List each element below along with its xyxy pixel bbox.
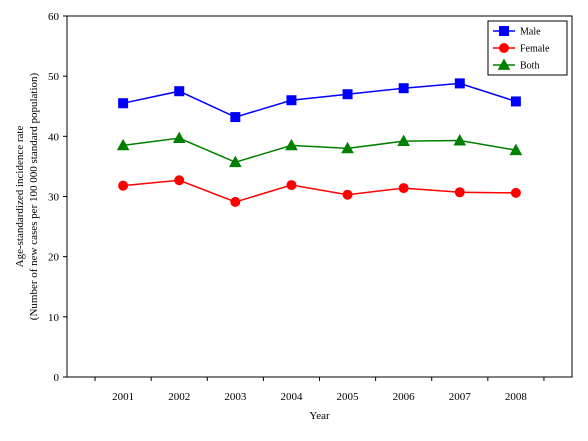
- data-point-both: [228, 155, 242, 168]
- series-layer: [116, 78, 523, 207]
- y-tick-label: 40: [48, 131, 60, 143]
- data-point-female: [510, 187, 521, 198]
- x-axis-title: Year: [309, 410, 330, 422]
- legend-marker-both: [497, 58, 511, 70]
- x-tick-label: 2008: [505, 391, 528, 403]
- series-line-female: [123, 179, 516, 203]
- data-point-male: [510, 96, 521, 107]
- legend-marker-female: [499, 43, 509, 53]
- x-tick-label: 2003: [224, 391, 247, 403]
- x-axis: 2001 2002 2003 2004 2005 2006 2007 2008: [94, 377, 545, 403]
- x-tick-label: 2004: [280, 391, 303, 403]
- data-point-male: [286, 95, 297, 106]
- data-point-female: [230, 196, 241, 207]
- data-point-female: [342, 189, 353, 200]
- data-point-female: [174, 175, 185, 186]
- legend-item-female: Female: [493, 43, 550, 55]
- legend-item-both: Both: [493, 58, 539, 72]
- legend-label-both: Both: [520, 61, 539, 72]
- legend-label-male: Male: [520, 27, 541, 38]
- x-tick-label: 2005: [337, 391, 360, 403]
- series-female: [118, 175, 521, 207]
- data-point-both: [341, 141, 354, 154]
- data-point-male: [454, 78, 465, 89]
- data-point-female: [454, 187, 465, 198]
- y-tick-label: 30: [48, 192, 60, 204]
- data-point-both: [509, 143, 523, 156]
- series-male: [118, 78, 521, 123]
- legend-item-male: Male: [493, 26, 541, 38]
- data-point-both: [397, 134, 411, 147]
- series-line-male: [122, 82, 517, 118]
- series-both: [116, 131, 523, 168]
- data-point-both: [116, 138, 130, 151]
- x-tick-label: 2007: [449, 391, 472, 403]
- x-tick-label: 2001: [112, 391, 134, 403]
- y-tick-label: 10: [48, 312, 60, 324]
- y-tick-label: 50: [48, 71, 60, 83]
- y-axis-title-line1: Age-standardized incidence rate: [14, 126, 26, 268]
- legend-label-female: Female: [520, 44, 550, 55]
- data-point-both: [453, 134, 467, 146]
- series-line-both: [123, 137, 517, 164]
- x-tick-label: 2006: [393, 391, 416, 403]
- y-axis-title-line2: (Number of new cases per 100 000 standar…: [28, 72, 40, 320]
- y-tick-label: 60: [48, 11, 60, 23]
- data-point-male: [230, 112, 241, 123]
- data-point-male: [118, 98, 129, 109]
- data-point-both: [285, 138, 298, 151]
- y-tick-label: 0: [54, 372, 60, 384]
- data-point-male: [398, 83, 409, 94]
- data-point-female: [286, 180, 297, 191]
- data-point-female: [118, 180, 129, 191]
- data-point-male: [342, 89, 353, 100]
- y-axis: 0 10 20 30 40 50 60: [48, 11, 67, 384]
- data-point-both: [172, 131, 186, 144]
- data-point-male: [174, 86, 185, 97]
- data-point-female: [398, 183, 409, 194]
- x-tick-label: 2002: [168, 391, 190, 403]
- legend-marker-male: [499, 26, 509, 36]
- y-tick-label: 20: [48, 252, 60, 264]
- legend: Male Female Both: [487, 20, 568, 76]
